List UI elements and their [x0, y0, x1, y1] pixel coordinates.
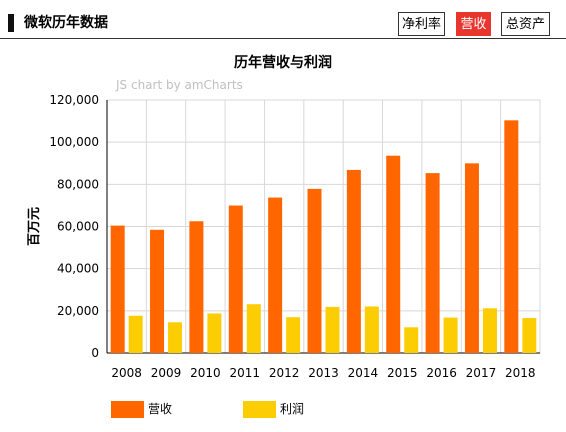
- bar-revenue: [464, 163, 479, 353]
- x-tick-label: 2016: [426, 366, 457, 380]
- bar-profit: [207, 313, 222, 353]
- y-tick-label: 20,000: [57, 304, 99, 318]
- bar-revenue: [268, 197, 283, 353]
- x-tick-label: 2010: [190, 366, 221, 380]
- bar-revenue: [386, 155, 401, 353]
- y-tick-label: 120,000: [49, 93, 99, 107]
- header: 微软历年数据 净利率 营收 总资产: [0, 0, 566, 39]
- bar-profit: [168, 322, 183, 353]
- bar-profit: [364, 306, 379, 353]
- bar-revenue: [110, 225, 125, 353]
- bar-revenue: [228, 205, 243, 353]
- header-accent-bar: [8, 14, 14, 32]
- y-tick-label: 0: [91, 346, 99, 360]
- legend-label-profit: 利润: [280, 402, 305, 416]
- chart-title: 历年营收与利润: [234, 55, 332, 71]
- bar-revenue: [189, 221, 204, 353]
- y-tick-label: 60,000: [57, 220, 99, 234]
- x-tick-label: 2017: [466, 366, 497, 380]
- bar-revenue: [425, 173, 440, 353]
- tab-total-assets[interactable]: 总资产: [501, 12, 550, 36]
- y-tick-label: 100,000: [49, 135, 99, 149]
- x-tick-label: 2018: [505, 366, 536, 380]
- bar-profit: [246, 304, 261, 353]
- bar-revenue: [346, 169, 361, 353]
- tab-net-margin[interactable]: 净利率: [398, 12, 445, 36]
- tab-revenue[interactable]: 营收: [456, 12, 491, 36]
- bar-profit: [482, 308, 497, 353]
- bar-profit: [128, 315, 143, 353]
- bar-revenue: [307, 188, 322, 353]
- bar-profit: [443, 317, 458, 353]
- page-title: 微软历年数据: [24, 15, 108, 31]
- y-axis-title: 百万元: [27, 207, 42, 246]
- x-tick-label: 2011: [229, 366, 260, 380]
- x-tick-label: 2015: [387, 366, 418, 380]
- bar-profit: [404, 327, 419, 353]
- legend-label-revenue: 营收: [148, 402, 173, 416]
- bar-profit: [325, 306, 340, 353]
- x-tick-label: 2009: [151, 366, 182, 380]
- bar-profit: [286, 317, 301, 353]
- bar-revenue: [150, 229, 165, 353]
- bar-profit: [522, 318, 537, 353]
- x-tick-label: 2012: [269, 366, 300, 380]
- bar-revenue: [504, 120, 519, 353]
- legend-swatch-revenue: [111, 401, 144, 418]
- x-tick-label: 2008: [111, 366, 142, 380]
- y-tick-label: 40,000: [57, 262, 99, 276]
- x-tick-label: 2014: [348, 366, 379, 380]
- y-tick-label: 80,000: [57, 177, 99, 191]
- legend-swatch-profit: [243, 401, 276, 418]
- chart-watermark: JS chart by amCharts: [116, 78, 243, 92]
- x-tick-label: 2013: [308, 366, 339, 380]
